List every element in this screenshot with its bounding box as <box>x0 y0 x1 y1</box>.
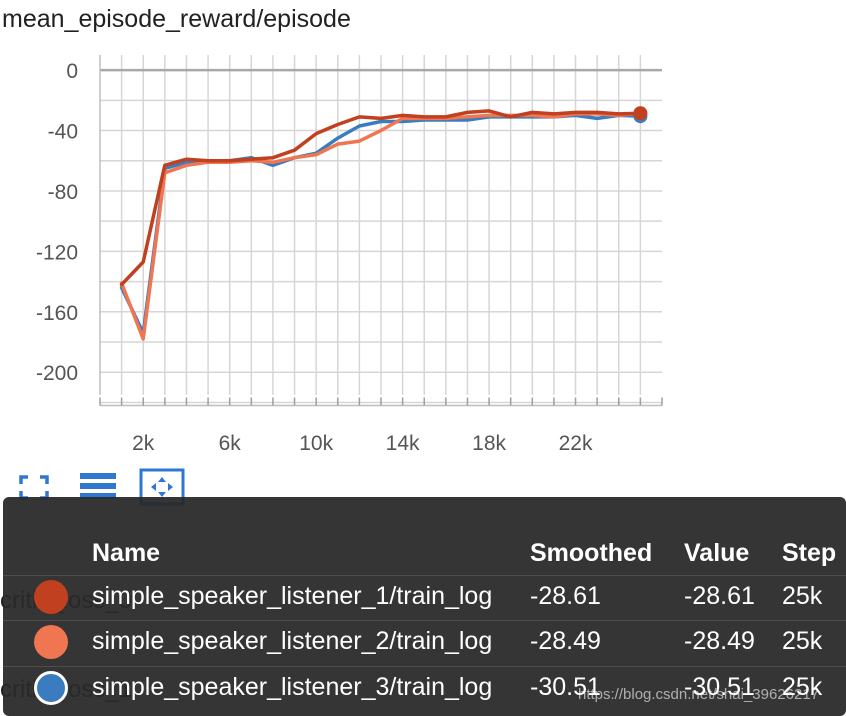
y-tick-label: -80 <box>48 181 78 204</box>
tooltip-header-smoothed: Smoothed <box>530 539 653 567</box>
series-line <box>119 109 643 287</box>
chart-tooltip: Name Smoothed Value Step simple_speaker_… <box>3 497 846 716</box>
y-tick-label: -40 <box>48 121 78 144</box>
list-icon <box>80 473 116 499</box>
tooltip-step: 25k <box>782 627 823 655</box>
grid-lines <box>100 55 662 404</box>
tick-labels: 0 -40 -80 -120 -160 -200 2k 6k 10k 14k 18k 22k <box>36 60 593 455</box>
tooltip-header-step: Step <box>782 539 837 567</box>
tooltip-value: -28.49 <box>684 627 755 655</box>
series-end-markers <box>633 106 648 124</box>
x-tick-label: 6k <box>219 432 242 455</box>
y-tick-label: -120 <box>36 241 78 264</box>
x-tick-label: 10k <box>299 432 333 455</box>
series-color-swatch <box>34 580 68 614</box>
tooltip-series-name: simple_speaker_listener_2/train_log <box>92 627 493 655</box>
tooltip-header-value: Value <box>684 539 750 567</box>
tooltip-value: -28.61 <box>684 582 755 610</box>
y-tick-label: -160 <box>36 302 78 325</box>
axes <box>99 55 663 407</box>
tooltip-smoothed-value: -28.49 <box>530 627 601 655</box>
fullscreen-button[interactable] <box>12 468 56 506</box>
x-tick-label: 22k <box>559 432 593 455</box>
tooltip-row: simple_speaker_listener_2/train_log -28.… <box>3 620 846 665</box>
tooltip-row: simple_speaker_listener_3/train_log -30.… <box>3 666 846 711</box>
series-lines <box>119 109 643 341</box>
chart-title: mean_episode_reward/episode <box>2 5 351 33</box>
tooltip-smoothed-value: -30.51 <box>530 673 601 701</box>
fullscreen-icon <box>19 475 49 500</box>
series-color-swatch <box>34 671 68 705</box>
data-table-toggle-button[interactable] <box>76 468 120 506</box>
tooltip-step: 25k <box>782 673 823 701</box>
tooltip-series-name: simple_speaker_listener_3/train_log <box>92 673 493 701</box>
tooltip-value: -30.51 <box>684 673 755 701</box>
line-chart[interactable]: 0 -40 -80 -120 -160 -200 2k 6k 10k 14k 18k 22k <box>0 55 846 460</box>
series-end-marker <box>633 106 648 121</box>
x-tick-label: 2k <box>132 432 155 455</box>
tooltip-smoothed-value: -28.61 <box>530 582 601 610</box>
tooltip-header-name: Name <box>92 539 161 567</box>
y-tick-label: 0 <box>66 60 78 83</box>
tooltip-step: 25k <box>782 582 823 610</box>
x-tick-label: 18k <box>472 432 506 455</box>
watermark: https://blog.csdn.net/shai_39626217 <box>578 686 820 703</box>
tooltip-series-name: simple_speaker_listener_1/train_log <box>92 582 493 610</box>
tooltip-row: simple_speaker_listener_1/train_log -28.… <box>3 575 846 620</box>
x-tick-label: 14k <box>386 432 420 455</box>
y-tick-label: -200 <box>36 362 78 385</box>
series-color-swatch <box>34 625 68 659</box>
